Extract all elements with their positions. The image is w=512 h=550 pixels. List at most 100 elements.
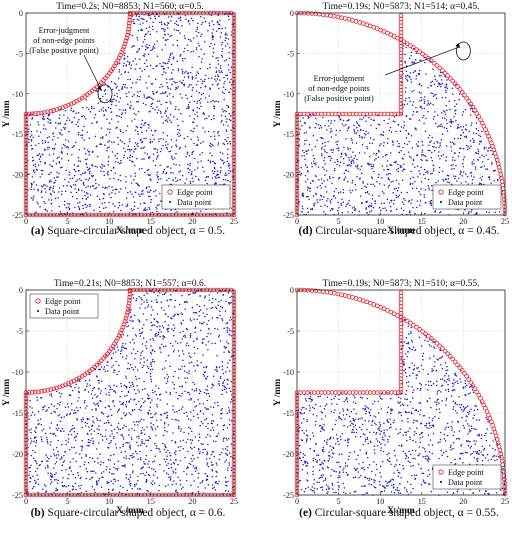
data-point <box>375 154 377 156</box>
data-point <box>172 44 174 46</box>
data-point <box>130 86 133 89</box>
data-point <box>33 188 35 191</box>
data-point <box>402 197 405 200</box>
data-point <box>338 177 340 180</box>
data-point <box>343 146 345 149</box>
data-point <box>100 170 102 172</box>
data-point <box>200 48 202 50</box>
edge-point <box>66 102 71 108</box>
data-point <box>138 437 140 439</box>
data-point <box>132 452 134 455</box>
data-point <box>164 443 166 446</box>
data-point <box>182 406 184 408</box>
data-point <box>399 130 402 133</box>
data-point <box>227 15 230 18</box>
edge-point <box>398 60 404 66</box>
data-point <box>108 146 110 148</box>
data-point <box>214 176 216 178</box>
data-point <box>348 159 350 161</box>
data-point <box>37 478 39 480</box>
data-point <box>411 147 414 149</box>
data-point <box>128 480 131 482</box>
data-point <box>131 381 134 384</box>
data-point <box>371 198 374 200</box>
data-point <box>331 130 333 132</box>
data-point <box>420 166 422 169</box>
data-point <box>200 160 202 162</box>
data-point <box>392 141 394 144</box>
data-point <box>340 204 343 206</box>
data-point <box>218 380 220 383</box>
data-point <box>175 145 178 148</box>
data-point <box>84 158 87 161</box>
data-point <box>155 30 158 33</box>
data-point <box>403 163 405 165</box>
data-point <box>57 439 60 442</box>
data-point <box>225 388 228 390</box>
data-point <box>146 299 148 301</box>
data-point <box>139 76 141 78</box>
data-point <box>462 171 465 173</box>
data-point <box>190 173 193 175</box>
data-point <box>402 168 405 170</box>
data-point <box>200 443 203 445</box>
data-point <box>304 122 306 125</box>
data-point <box>137 319 140 321</box>
data-point <box>420 92 422 94</box>
data-point <box>108 131 111 134</box>
data-point <box>422 116 424 119</box>
data-point <box>118 68 120 71</box>
data-point <box>200 361 202 364</box>
data-point <box>141 343 144 345</box>
data-point <box>218 334 221 337</box>
data-point <box>86 205 89 207</box>
data-point <box>343 178 346 180</box>
data-point <box>85 467 87 470</box>
data-point <box>314 126 316 129</box>
data-point <box>34 431 37 434</box>
data-point <box>412 71 415 74</box>
data-point <box>63 128 66 130</box>
data-point <box>36 462 38 465</box>
data-point <box>61 469 63 472</box>
data-point <box>104 109 107 111</box>
data-point <box>460 182 463 184</box>
data-point <box>108 193 111 195</box>
edge-point <box>398 84 404 90</box>
data-point <box>136 350 139 353</box>
data-point <box>154 17 157 20</box>
data-point <box>490 161 493 164</box>
data-point <box>141 131 143 133</box>
data-point <box>386 168 389 171</box>
data-point <box>321 142 324 145</box>
x-tick-label: 10 <box>105 217 113 226</box>
data-point <box>211 470 214 472</box>
data-point <box>33 181 35 183</box>
data-point <box>51 139 54 141</box>
data-point <box>85 152 87 155</box>
data-point <box>47 141 50 144</box>
data-point <box>215 462 218 464</box>
data-point <box>34 451 36 454</box>
data-point <box>211 297 214 300</box>
data-point <box>319 184 321 187</box>
data-point <box>110 480 112 482</box>
data-point <box>100 366 103 368</box>
data-point <box>187 105 189 108</box>
data-point <box>117 479 119 482</box>
data-point <box>52 160 55 162</box>
data-point <box>86 383 89 385</box>
data-point <box>140 332 143 334</box>
data-point <box>232 170 234 172</box>
data-point <box>209 66 211 69</box>
data-point <box>102 136 104 138</box>
data-point <box>410 157 412 159</box>
data-point <box>64 451 66 453</box>
data-point <box>192 180 194 183</box>
data-point <box>230 334 232 337</box>
data-point <box>211 143 213 146</box>
data-point <box>85 454 87 456</box>
data-point <box>223 385 226 387</box>
data-point <box>350 162 353 165</box>
data-point <box>469 140 472 142</box>
